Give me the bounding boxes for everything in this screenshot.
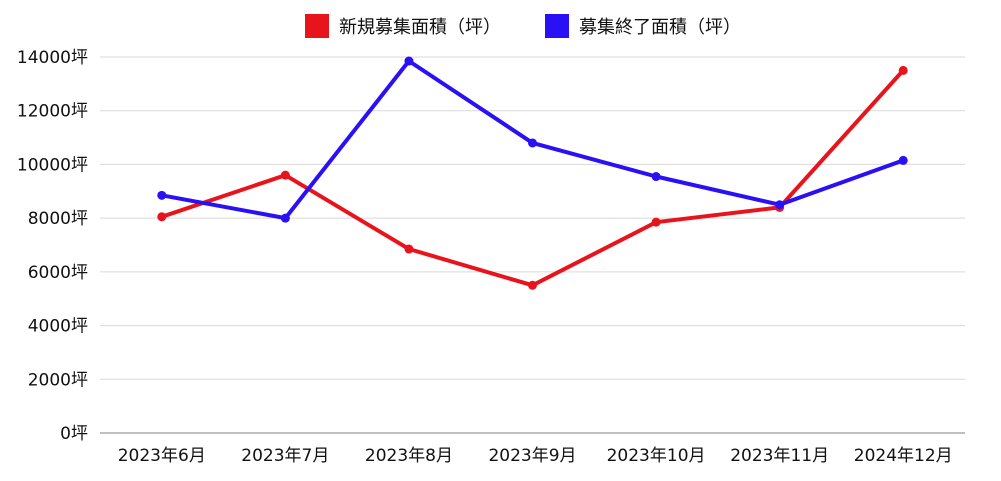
y-axis-tick-labels: 0坪 2000坪 4000坪 6000坪 8000坪 10000坪 12000坪 14000坪 (17, 48, 88, 444)
x-tick-label: 2023年8月 (365, 446, 453, 466)
gridlines (100, 56, 965, 380)
data-point (775, 200, 785, 210)
y-tick-label: 10000坪 (17, 155, 88, 175)
legend: 新規募集面積（坪） 募集終了面積（坪） (305, 14, 741, 38)
data-point (404, 244, 414, 254)
data-point (651, 217, 661, 227)
x-tick-label: 2023年10月 (607, 446, 706, 466)
series-1 (157, 65, 908, 290)
data-point (898, 65, 908, 75)
y-tick-label: 0坪 (60, 424, 88, 444)
data-point (280, 213, 290, 223)
series-layer (157, 56, 908, 290)
x-axis-tick-labels: 2023年6月 2023年7月 2023年8月 2023年9月 2023年10月 2023… (118, 446, 953, 466)
data-point (651, 172, 661, 182)
data-point (280, 170, 290, 180)
y-tick-label: 2000坪 (28, 370, 88, 390)
x-tick-label: 2023年7月 (241, 446, 329, 466)
x-tick-label: 2023年11月 (730, 446, 829, 466)
y-tick-label: 12000坪 (17, 102, 88, 122)
legend-swatch-listing-ended (545, 14, 569, 38)
legend-label-new-listing: 新規募集面積（坪） (339, 17, 501, 38)
series-line (159, 68, 906, 288)
data-point (157, 212, 167, 222)
y-tick-label: 8000坪 (28, 209, 88, 229)
x-tick-label: 2023年9月 (488, 446, 576, 466)
legend-swatch-new-listing (305, 14, 329, 38)
data-point (404, 56, 414, 66)
x-tick-label: 2023年6月 (118, 446, 206, 466)
y-tick-label: 6000坪 (28, 263, 88, 283)
data-point (528, 138, 537, 148)
data-point (528, 280, 537, 290)
x-tick-label: 2024年12月 (854, 446, 953, 466)
legend-label-listing-ended: 募集終了面積（坪） (579, 17, 741, 38)
data-point (157, 190, 167, 200)
data-point (898, 155, 908, 165)
y-tick-label: 4000坪 (28, 317, 88, 337)
y-tick-label: 14000坪 (17, 48, 88, 68)
series-2 (157, 56, 908, 223)
